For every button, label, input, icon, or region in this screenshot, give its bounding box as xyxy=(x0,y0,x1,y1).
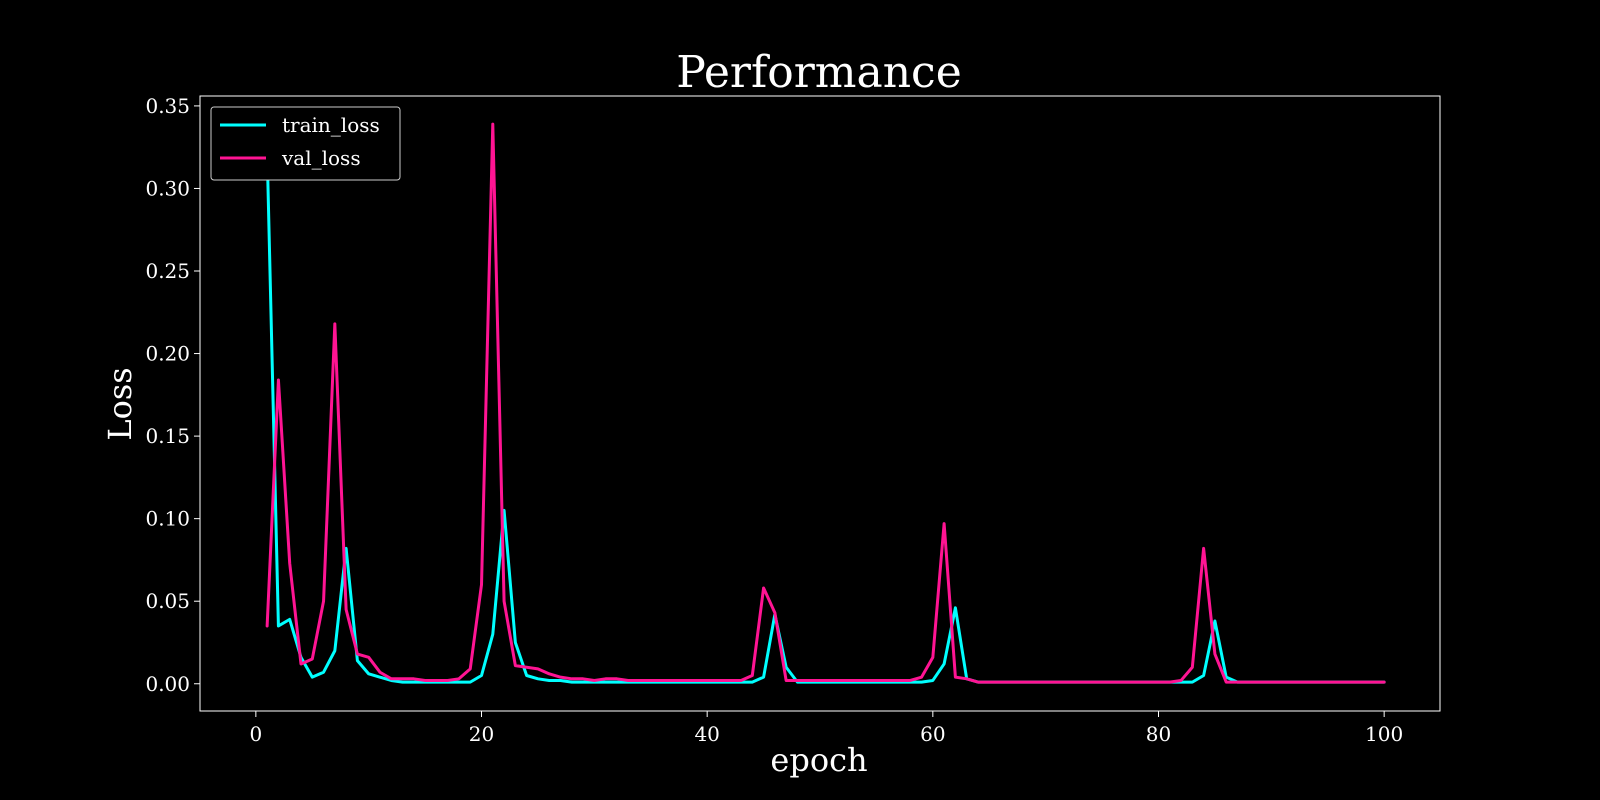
y-tick-label: 0.30 xyxy=(145,176,190,200)
x-tick-label: 60 xyxy=(920,722,945,746)
series-line-train-loss xyxy=(265,148,1386,684)
legend: train_loss val_loss xyxy=(210,106,401,181)
y-tick-label: 0.20 xyxy=(145,342,190,366)
y-tick-label: 0.00 xyxy=(145,672,190,696)
series-line-val-loss xyxy=(265,122,1386,684)
x-tick-label: 20 xyxy=(469,722,494,746)
plot-frame xyxy=(199,95,1441,712)
y-tick-label: 0.35 xyxy=(145,94,190,118)
legend-label-train-loss: train_loss xyxy=(282,113,380,137)
x-tick-label: 100 xyxy=(1365,722,1403,746)
y-tick-label: 0.25 xyxy=(145,259,190,283)
y-tick-label: 0.05 xyxy=(145,589,190,613)
y-tick-label: 0.15 xyxy=(145,424,190,448)
legend-label-val-loss: val_loss xyxy=(281,146,361,170)
y-axis-label: Loss xyxy=(101,367,139,440)
x-tick-label: 0 xyxy=(249,722,262,746)
x-axis-label: epoch xyxy=(770,741,867,779)
chart-title: Performance xyxy=(676,47,961,98)
y-tick-label: 0.10 xyxy=(145,507,190,531)
series-lines xyxy=(265,122,1386,684)
x-tick-label: 40 xyxy=(694,722,719,746)
x-tick-label: 80 xyxy=(1146,722,1171,746)
x-axis: 0 20 40 60 80 100 xyxy=(249,711,1403,746)
y-axis: 0.00 0.05 0.10 0.15 0.20 0.25 0.30 0.35 xyxy=(145,94,200,696)
